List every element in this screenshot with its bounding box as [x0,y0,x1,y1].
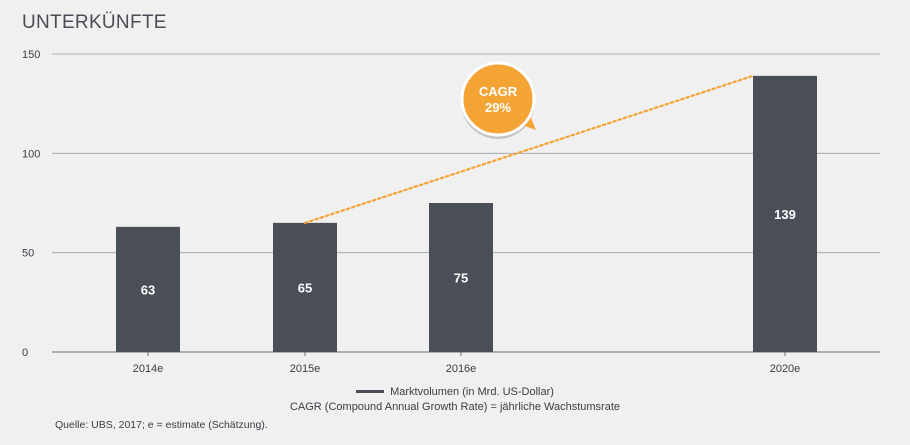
bar-value-label: 75 [454,271,468,286]
x-tick-label: 2014e [133,363,164,375]
cagr-trend-line [303,74,755,224]
bar [753,75,817,352]
cagr-label: CAGR [479,84,518,99]
bar [273,222,337,352]
bar-value-label: 65 [298,280,312,295]
y-tick-label: 150 [22,49,40,61]
legend: Marktvolumen (in Mrd. US-Dollar) CAGR (C… [0,385,910,415]
y-tick-label: 100 [22,148,40,160]
bars: 63 65 75 139 [116,75,817,352]
x-tick-label: 2020e [770,363,801,375]
y-tick-label: 50 [22,248,34,260]
legend-note: CAGR (Compound Annual Growth Rate) = jäh… [289,401,621,413]
legend-swatch [356,389,385,393]
cagr-bubble-circle [460,61,536,137]
bar [429,203,493,352]
source-note: Quelle: UBS, 2017; e = estimate (Schätzu… [55,419,268,431]
y-axis: 0 50 100 150 [22,49,40,359]
cagr-value: 29% [485,100,511,115]
x-tick-label: 2016e [446,363,477,375]
bar-value-label: 139 [774,207,796,222]
y-tick-label: 0 [22,347,28,359]
legend-label: Marktvolumen (in Mrd. US-Dollar) [390,386,554,398]
legend-item: Marktvolumen (in Mrd. US-Dollar) [0,385,910,400]
bar-chart: 0 50 100 150 63 65 75 139 2014e 2015e 2016e 2020e… [22,49,880,375]
bar-value-label: 63 [141,282,155,297]
bar [116,226,180,352]
x-axis: 2014e 2015e 2016e 2020e [133,352,801,375]
page-title: UNTERKÜNFTE [22,12,167,33]
x-tick-label: 2015e [290,363,321,375]
